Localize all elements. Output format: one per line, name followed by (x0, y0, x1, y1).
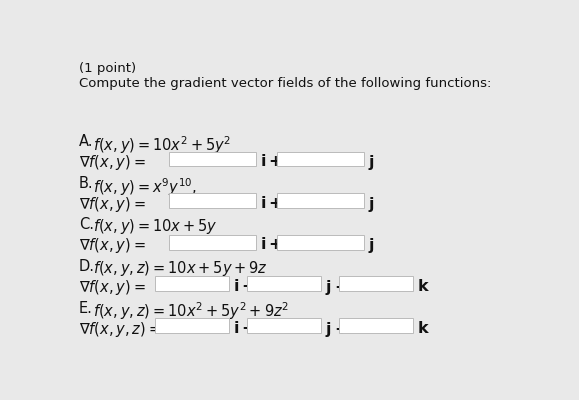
Text: $\mathbf{j+}$: $\mathbf{j+}$ (325, 278, 348, 297)
Text: $\nabla f(x, y, z) =$: $\nabla f(x, y, z) =$ (79, 320, 161, 339)
Text: $f(x, y) = 10x^2 + 5y^2$: $f(x, y) = 10x^2 + 5y^2$ (93, 134, 231, 156)
Text: $\mathbf{k}$: $\mathbf{k}$ (417, 320, 430, 337)
Text: $\mathbf{k}$: $\mathbf{k}$ (417, 278, 430, 295)
Text: $\mathbf{j}$: $\mathbf{j}$ (368, 236, 374, 256)
Text: $f(x, y) = 10x + 5y$: $f(x, y) = 10x + 5y$ (93, 218, 217, 236)
Text: $\mathbf{i+}$: $\mathbf{i+}$ (233, 320, 255, 337)
FancyBboxPatch shape (169, 152, 256, 166)
FancyBboxPatch shape (339, 318, 413, 333)
FancyBboxPatch shape (155, 318, 229, 333)
Text: $\nabla f(x, y) =$: $\nabla f(x, y) =$ (79, 236, 146, 256)
Text: $\nabla f(x, y) =$: $\nabla f(x, y) =$ (79, 195, 146, 214)
Text: $\mathbf{i+}$: $\mathbf{i+}$ (260, 153, 283, 170)
Text: B.: B. (79, 176, 94, 191)
Text: $\mathbf{i+}$: $\mathbf{i+}$ (260, 236, 283, 254)
Text: $\mathbf{j}$: $\mathbf{j}$ (368, 195, 374, 214)
FancyBboxPatch shape (277, 152, 364, 166)
Text: D.: D. (79, 259, 95, 274)
FancyBboxPatch shape (277, 193, 364, 208)
FancyBboxPatch shape (277, 235, 364, 250)
Text: $\nabla f(x, y) =$: $\nabla f(x, y) =$ (79, 278, 146, 297)
Text: C.: C. (79, 218, 94, 232)
Text: A.: A. (79, 134, 94, 149)
Text: $\mathbf{i+}$: $\mathbf{i+}$ (233, 278, 255, 295)
FancyBboxPatch shape (247, 276, 321, 291)
FancyBboxPatch shape (169, 235, 256, 250)
Text: E.: E. (79, 300, 93, 316)
FancyBboxPatch shape (155, 276, 229, 291)
Text: $f(x, y, z) = 10x^2 + 5y^2 + 9z^2$: $f(x, y, z) = 10x^2 + 5y^2 + 9z^2$ (93, 300, 289, 322)
Text: $\mathbf{j}$: $\mathbf{j}$ (368, 153, 374, 172)
Text: (1 point): (1 point) (79, 62, 136, 75)
Text: $f(x, y) = x^9y^{10},$: $f(x, y) = x^9y^{10},$ (93, 176, 196, 198)
Text: $\mathbf{i+}$: $\mathbf{i+}$ (260, 195, 283, 212)
Text: $f(x, y, z) = 10x + 5y + 9z$: $f(x, y, z) = 10x + 5y + 9z$ (93, 259, 267, 278)
Text: Compute the gradient vector fields of the following functions:: Compute the gradient vector fields of th… (79, 77, 492, 90)
FancyBboxPatch shape (339, 276, 413, 291)
Text: $\nabla f(x, y) =$: $\nabla f(x, y) =$ (79, 153, 146, 172)
Text: $\mathbf{j+}$: $\mathbf{j+}$ (325, 320, 348, 339)
FancyBboxPatch shape (169, 193, 256, 208)
FancyBboxPatch shape (247, 318, 321, 333)
